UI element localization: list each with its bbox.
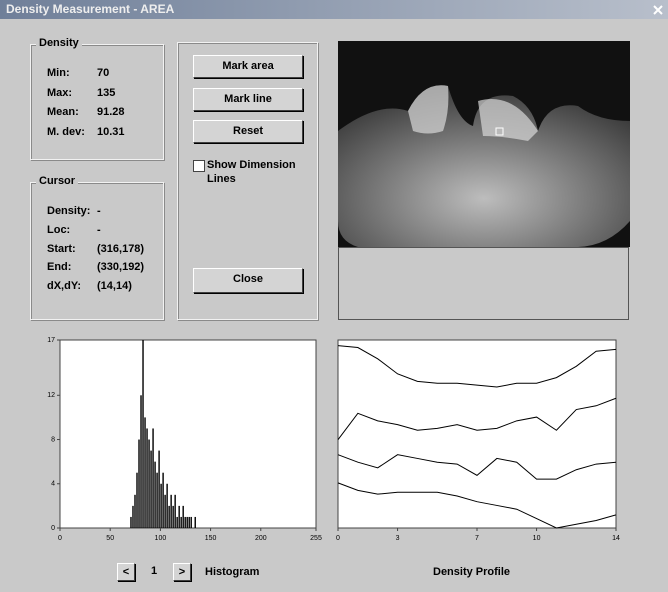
charts: 0 50 100 150 200 255 0 4 8 12 17 0 3 7 10 14 (0, 330, 668, 550)
histogram-bar (186, 517, 187, 528)
mark-area-button[interactable]: Mark area (193, 55, 303, 78)
histogram-bar (158, 451, 159, 528)
histogram-bar (144, 417, 145, 528)
y-tick-label: 12 (47, 392, 55, 399)
row-label: Min: (47, 67, 70, 79)
row-label: Max: (47, 87, 72, 99)
histogram-bar (136, 473, 137, 528)
histogram-bar (191, 517, 192, 528)
group-label: Density (36, 37, 82, 49)
histogram-bar (134, 495, 135, 528)
row-value: - (97, 205, 101, 217)
window-title: Density Measurement - AREA (6, 2, 174, 16)
histogram-bar (132, 506, 133, 528)
profile-label: Density Profile (433, 566, 510, 578)
x-tick-label: 10 (533, 535, 541, 542)
row-value: (330,192) (97, 261, 144, 273)
row-label: dX,dY: (47, 280, 81, 292)
histogram-bar (154, 462, 155, 528)
row-label: Density: (47, 205, 90, 217)
reset-button[interactable]: Reset (193, 120, 303, 143)
row-value: (14,14) (97, 280, 132, 292)
y-tick-label: 4 (51, 481, 55, 488)
row-value: 91.28 (97, 106, 125, 118)
histogram-bar (172, 506, 173, 528)
histogram-label: Histogram (205, 566, 259, 578)
row-value: - (97, 224, 101, 236)
histogram-bar (166, 484, 167, 528)
histogram-bar (168, 506, 169, 528)
row-label: Mean: (47, 106, 79, 118)
histogram-bar (140, 395, 141, 528)
x-tick-label: 50 (106, 535, 114, 542)
x-tick-label: 7 (475, 535, 479, 542)
xray-image (338, 41, 630, 247)
histogram-bar (176, 517, 177, 528)
histogram-bar (146, 428, 147, 528)
checkbox[interactable] (193, 160, 205, 172)
x-tick-label: 14 (612, 535, 620, 542)
next-button[interactable]: > (173, 563, 191, 581)
close-button[interactable]: Close (193, 268, 303, 293)
histogram-bar (182, 506, 183, 528)
histogram-bar (138, 440, 139, 528)
x-tick-label: 150 (205, 535, 217, 542)
histogram-bar (170, 495, 171, 528)
y-tick-label: 8 (51, 436, 55, 443)
row-value: 135 (97, 87, 115, 99)
histogram-bar (189, 517, 190, 528)
y-tick-label: 17 (47, 337, 55, 344)
histogram-bar (178, 506, 179, 528)
row-value: (316,178) (97, 243, 144, 255)
prev-button[interactable]: < (117, 563, 135, 581)
group-label: Cursor (36, 175, 78, 187)
window: Density Measurement - AREA Density Curso… (0, 0, 668, 592)
histogram-bar (164, 495, 165, 528)
close-icon[interactable] (652, 4, 664, 16)
histogram-bar (174, 495, 175, 528)
plot-area (338, 340, 616, 528)
density-group (30, 44, 164, 160)
mark-line-button[interactable]: Mark line (193, 88, 303, 111)
histogram-bar (148, 440, 149, 528)
histogram-bar (130, 517, 131, 528)
histogram-bar (150, 451, 151, 528)
row-label: End: (47, 261, 71, 273)
row-label: Loc: (47, 224, 70, 236)
x-tick-label: 0 (58, 535, 62, 542)
x-tick-label: 255 (310, 535, 322, 542)
image-panel (338, 247, 629, 320)
checkbox-label[interactable]: Show Dimension Lines (207, 158, 307, 186)
histogram-bar (142, 340, 143, 528)
x-tick-label: 0 (336, 535, 340, 542)
x-tick-label: 200 (255, 535, 267, 542)
row-value: 10.31 (97, 126, 125, 138)
x-tick-label: 100 (155, 535, 167, 542)
plot-area (60, 340, 316, 528)
row-value: 70 (97, 67, 109, 79)
page-number: 1 (151, 565, 157, 577)
y-tick-label: 0 (51, 525, 55, 532)
row-label: Start: (47, 243, 76, 255)
histogram-bar (156, 473, 157, 528)
histogram-bar (184, 517, 185, 528)
histogram-bar (160, 484, 161, 528)
row-label: M. dev: (47, 126, 85, 138)
histogram-bar (180, 517, 181, 528)
histogram-bar (152, 428, 153, 528)
x-tick-label: 3 (396, 535, 400, 542)
histogram-bar (195, 517, 196, 528)
histogram-bar (162, 473, 163, 528)
